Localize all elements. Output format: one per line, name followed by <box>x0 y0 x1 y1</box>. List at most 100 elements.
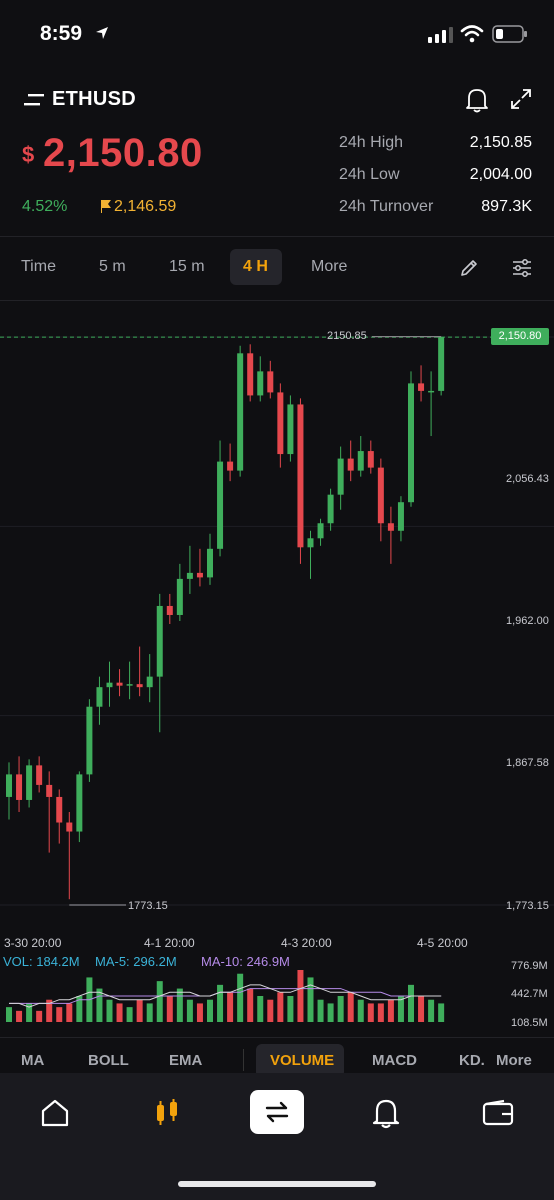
stat-label-24h-turnover: 24h Turnover <box>339 198 434 215</box>
bell-icon[interactable] <box>372 1097 400 1129</box>
candle-body <box>106 682 113 688</box>
candle-body <box>387 523 394 531</box>
indicator-ema[interactable]: EMA <box>169 1052 203 1069</box>
volume-bar <box>26 1003 33 1022</box>
volume-bar <box>317 999 324 1022</box>
indicator-ma[interactable]: MA <box>21 1052 45 1069</box>
candle-body <box>337 458 344 495</box>
candle-body <box>56 796 63 823</box>
ma5-legend: MA-5: 296.2M <box>95 954 177 969</box>
bottom-tab-bar <box>0 1073 554 1200</box>
volume-bar <box>327 1003 334 1022</box>
volume-bar <box>36 1010 43 1022</box>
candle-body <box>277 392 284 455</box>
signal-icon <box>428 27 453 43</box>
volume-bar <box>217 984 224 1022</box>
fullscreen-icon[interactable] <box>510 88 532 110</box>
y-tick-label: 1,867.58 <box>506 757 549 769</box>
indicator-volume[interactable]: VOLUME <box>270 1052 335 1069</box>
currency-symbol: $ <box>22 142 35 167</box>
stat-value-24h-turnover: 897.3K <box>481 198 532 215</box>
x-tick-label: 4-1 20:00 <box>144 936 195 950</box>
volume-bar <box>337 996 344 1022</box>
candle-body <box>408 383 414 503</box>
volume-bar <box>387 999 394 1022</box>
volume-bar <box>126 1007 133 1022</box>
candle-body <box>176 578 183 615</box>
indicator-more[interactable]: More <box>496 1052 532 1069</box>
volume-bar <box>146 1003 153 1022</box>
current-price-tag: 2,150.80 <box>491 328 549 345</box>
volume-bar <box>418 996 425 1022</box>
volume-bar <box>428 999 435 1022</box>
candle-body <box>367 451 374 468</box>
indicator-kd[interactable]: KD. <box>459 1052 485 1069</box>
home-icon[interactable] <box>39 1097 71 1129</box>
chart-high-label: 2150.85 <box>327 330 367 342</box>
y-tick-label: 1,962.00 <box>506 615 549 627</box>
candle-body <box>66 822 73 832</box>
candle-body <box>116 682 123 686</box>
volume-chart <box>6 970 445 1022</box>
wallet-icon[interactable] <box>482 1099 514 1127</box>
tab-4h[interactable]: 4 H <box>243 258 268 275</box>
volume-bar <box>186 999 193 1022</box>
stat-label-24h-low: 24h Low <box>339 166 400 183</box>
candle-body <box>267 371 274 393</box>
symbol-title[interactable]: ETHUSD <box>52 88 137 110</box>
location-arrow-icon <box>96 27 108 39</box>
divider <box>243 1049 244 1071</box>
candle-body <box>357 451 364 471</box>
trade-button[interactable] <box>250 1090 304 1134</box>
volume-bar <box>176 988 183 1022</box>
stat-value-24h-low: 2,004.00 <box>469 166 532 183</box>
candles-icon[interactable] <box>152 1097 182 1129</box>
tab-more[interactable]: More <box>311 258 348 275</box>
change-percent: 4.52% <box>22 198 68 215</box>
divider <box>0 236 554 237</box>
price-alert-bell-icon[interactable] <box>465 87 489 113</box>
status-bar: 8:59 <box>0 0 554 70</box>
candle-body <box>317 523 324 539</box>
candlestick-chart[interactable] <box>0 300 554 950</box>
volume-bar <box>277 992 284 1022</box>
menu-icon[interactable] <box>22 91 46 109</box>
candle-body <box>26 765 33 800</box>
ma10-line <box>9 988 442 1004</box>
indicator-boll[interactable]: BOLL <box>88 1052 129 1069</box>
settings-sliders-icon[interactable] <box>511 257 533 279</box>
candle-body <box>146 676 153 688</box>
stat-value-24h-high: 2,150.85 <box>469 134 532 151</box>
volume-bar <box>166 996 173 1022</box>
x-tick-label: 4-5 20:00 <box>417 936 468 950</box>
candle-body <box>237 353 244 471</box>
candle-body <box>207 548 213 578</box>
tab-5m[interactable]: 5 m <box>99 258 126 275</box>
volume-bar <box>397 996 404 1022</box>
candle-body <box>186 572 193 579</box>
candle-body <box>96 687 103 707</box>
candle-body <box>86 706 93 775</box>
volume-bar <box>116 1003 123 1022</box>
volume-bar <box>438 1003 445 1022</box>
indicator-macd[interactable]: MACD <box>372 1052 417 1069</box>
volume-bar <box>237 973 244 1022</box>
candle-body <box>377 467 384 524</box>
volume-bar <box>76 996 83 1022</box>
wifi-icon <box>460 25 484 43</box>
stat-label-24h-high: 24h High <box>339 134 404 151</box>
volume-bar <box>287 996 294 1022</box>
tab-15m[interactable]: 15 m <box>169 258 205 275</box>
pencil-icon[interactable] <box>459 258 479 278</box>
swap-icon <box>265 1101 289 1123</box>
volume-bar <box>357 999 364 1022</box>
volume-bar <box>207 999 213 1022</box>
candle-body <box>76 774 83 832</box>
volume-bar <box>227 992 234 1022</box>
volume-bar <box>136 999 143 1022</box>
y-tick-label: 2,056.43 <box>506 473 549 485</box>
tab-time[interactable]: Time <box>21 258 56 275</box>
candle-body <box>438 337 445 391</box>
candle-body <box>247 353 254 396</box>
ma10-legend: MA-10: 246.9M <box>201 954 290 969</box>
